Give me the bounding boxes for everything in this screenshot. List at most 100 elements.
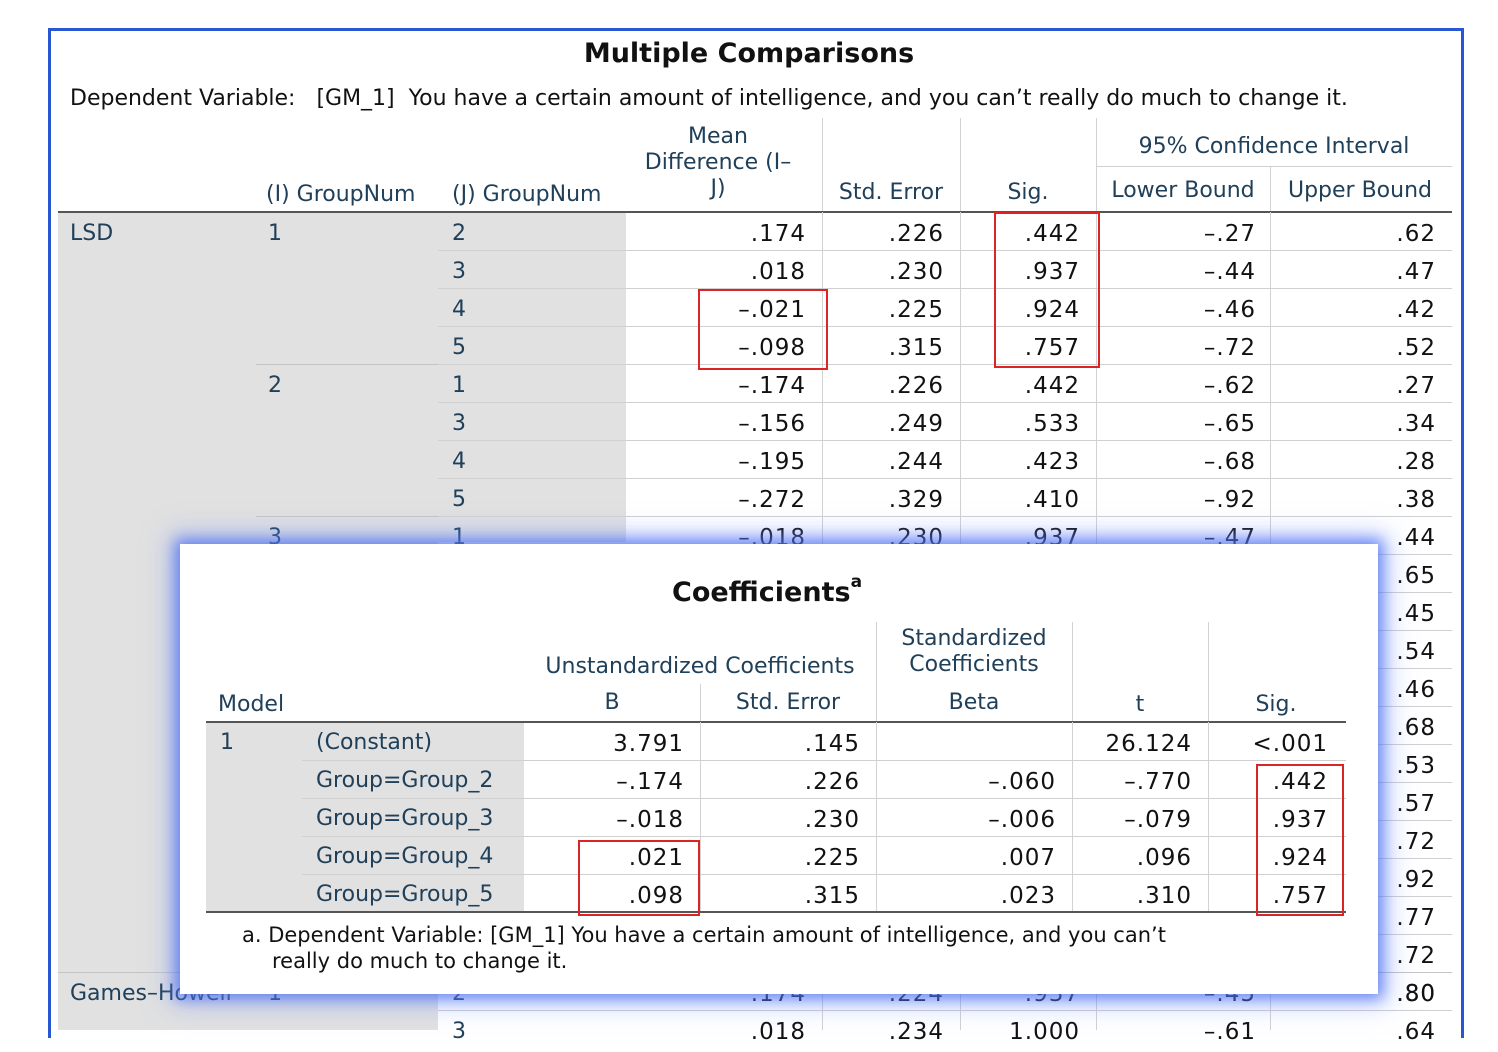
co-hdr-vline: [700, 684, 701, 722]
mc-row-divider: [438, 250, 1452, 251]
mc-group-divider: [256, 364, 438, 365]
mc-cell-hi: .44: [1396, 525, 1436, 551]
mc-i-label: 3: [268, 525, 282, 550]
mc-group-divider: [256, 516, 438, 517]
mc-row-divider: [438, 440, 1452, 441]
mc-j-label: 1: [452, 373, 466, 398]
co-header-sig: Sig.: [1255, 692, 1297, 717]
co-row-label: Group=Group_2: [316, 768, 494, 793]
co-cell-se: .230: [804, 807, 860, 833]
co-cell-b: .098: [628, 883, 684, 909]
co-b-highlight: [578, 840, 700, 916]
mc-md-highlight: [698, 289, 828, 370]
mc-cell-se: .244: [888, 449, 944, 475]
mc-cell-hi: .52: [1396, 335, 1436, 361]
mc-header-md-3: J): [710, 176, 726, 201]
co-body-vline: [1072, 722, 1073, 912]
mc-cell-hi: .65: [1396, 563, 1436, 589]
co-row-label: Group=Group_4: [316, 844, 494, 869]
mc-cell-sig: .410: [1024, 487, 1080, 513]
co-body-vline: [876, 722, 877, 912]
co-row-label: (Constant): [316, 730, 433, 755]
mc-cell-lo: –.46: [1203, 297, 1256, 323]
mc-header-i: (I) GroupNum: [266, 182, 416, 207]
coefficients-panel: Coefficientsa Model Unstandardized Coeff…: [180, 544, 1378, 994]
mc-cell-sig: .924: [1024, 297, 1080, 323]
co-cell-t: –.079: [1124, 807, 1192, 833]
mc-cell-sig: .423: [1024, 449, 1080, 475]
co-body-vline: [1208, 722, 1209, 912]
co-row-divider: [302, 798, 1346, 799]
mc-cell-md: –.272: [738, 487, 806, 513]
co-header-std-2: Coefficients: [909, 652, 1039, 677]
mc-cell-hi: .92: [1396, 867, 1436, 893]
mc-last-sig: 1.000: [1009, 1019, 1080, 1045]
mc-cell-se: .226: [888, 221, 944, 247]
co-cell-b: 3.791: [613, 731, 684, 757]
mc-i-label: 1: [268, 221, 282, 246]
mc-header-sig: Sig.: [1007, 180, 1049, 205]
mc-cell-sig: .937: [1024, 259, 1080, 285]
co-cell-t: –.770: [1124, 769, 1192, 795]
mc-j-label: 1: [452, 525, 466, 550]
co-label-shade: [206, 722, 524, 912]
mc-cell-lo: –.68: [1203, 449, 1256, 475]
mc-row-divider: [438, 402, 1452, 403]
co-cell-b: .021: [628, 845, 684, 871]
mc-header-se: Std. Error: [838, 180, 944, 205]
mc-j-shade: [438, 212, 626, 542]
co-cell-t: 26.124: [1105, 731, 1192, 757]
co-sig-highlight: [1256, 764, 1344, 916]
mc-cell-hi: .77: [1396, 905, 1436, 931]
mc-header-j: (J) GroupNum: [452, 182, 602, 207]
mc-gh-hi: .80: [1396, 981, 1436, 1007]
co-header-model: Model: [218, 692, 285, 717]
mc-row-divider: [438, 1010, 1452, 1011]
co-cell-b: –.018: [616, 807, 684, 833]
mc-j-label: 4: [452, 449, 466, 474]
co-model-number: 1: [220, 730, 234, 755]
mc-header-upper: Upper Bound: [1287, 178, 1432, 203]
mc-dependent-variable: Dependent Variable: [GM_1] You have a ce…: [70, 86, 1348, 111]
co-title: Coefficientsa: [672, 572, 863, 608]
co-cell-se: .225: [804, 845, 860, 871]
mc-cell-sig: .442: [1024, 221, 1080, 247]
mc-method-lsd: LSD: [70, 221, 114, 246]
co-hdr-vline: [1072, 622, 1073, 722]
co-cell-sig: .924: [1272, 845, 1328, 871]
mc-cell-hi: .45: [1396, 601, 1436, 627]
mc-cell-hi: .62: [1396, 221, 1436, 247]
mc-cell-sig: .533: [1024, 411, 1080, 437]
mc-sig-highlight: [994, 212, 1100, 368]
mc-hdr-vline: [1096, 118, 1097, 212]
mc-last-md: .018: [750, 1019, 806, 1045]
mc-cell-se: .226: [888, 373, 944, 399]
co-header-std-1: Standardized: [901, 626, 1047, 651]
co-cell-beta: [876, 724, 1056, 762]
mc-cell-lo: –.62: [1203, 373, 1256, 399]
mc-cell-sig: .757: [1024, 335, 1080, 361]
co-header-t: t: [1135, 692, 1145, 717]
mc-header-md-2: Difference (I–: [644, 150, 792, 175]
mc-j-label: 2: [452, 221, 466, 246]
mc-cell-hi: .34: [1396, 411, 1436, 437]
mc-j-label: 4: [452, 297, 466, 322]
co-footnote-line-2: really do much to change it.: [272, 949, 568, 973]
mc-header-md-1: Mean: [688, 124, 748, 149]
mc-cell-md: –.098: [738, 335, 806, 361]
mc-last-j-label: 3: [452, 1019, 466, 1044]
co-header-b: B: [604, 690, 620, 715]
mc-cell-hi: .53: [1396, 753, 1436, 779]
mc-cell-md: –.174: [738, 373, 806, 399]
co-header-beta: Beta: [948, 690, 1000, 715]
co-hdr-vline: [1208, 622, 1209, 722]
co-title-footnote-marker: a: [850, 572, 863, 592]
co-row-divider: [302, 874, 1346, 875]
mc-cell-lo: –.92: [1203, 487, 1256, 513]
mc-cell-hi: .72: [1396, 943, 1436, 969]
co-cell-beta: .023: [1000, 883, 1056, 909]
mc-row-divider: [438, 516, 1452, 517]
mc-cell-md: –.156: [738, 411, 806, 437]
co-header-bottom-rule: [206, 721, 1346, 723]
co-hdr-vline: [876, 622, 877, 722]
